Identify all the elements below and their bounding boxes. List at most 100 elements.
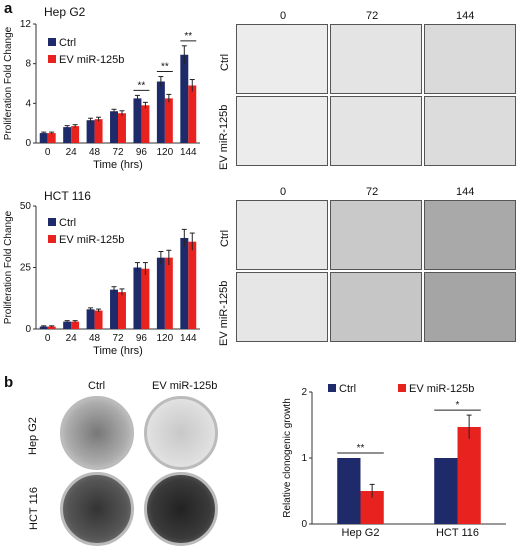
significance-mark: ** xyxy=(184,31,192,42)
bar-ctrl xyxy=(110,289,118,329)
time-label-144-b: 144 xyxy=(456,186,475,198)
x-tick-label: 48 xyxy=(89,333,101,344)
legend-label: Ctrl xyxy=(339,383,356,395)
y-tick-label: 50 xyxy=(20,201,32,212)
legend-swatch-ctrl xyxy=(48,38,56,46)
x-tick-label: 72 xyxy=(112,333,124,344)
bar-ev xyxy=(47,133,56,143)
bar-ev xyxy=(47,326,56,329)
bar-ctrl xyxy=(180,54,189,143)
microscopy-top: 0 72 144 Ctrl EV miR-125b xyxy=(212,10,518,170)
x-tick-label: 144 xyxy=(180,333,197,344)
time-label-72-b: 72 xyxy=(366,186,379,198)
bar-ev xyxy=(188,241,197,329)
bar-ctrl xyxy=(86,120,95,143)
chart-title: Hep G2 xyxy=(44,5,86,19)
plate-hepg2-ctrl xyxy=(60,396,134,470)
micrograph-hct116-ctrl-144 xyxy=(424,200,516,270)
colony-plates: Ctrl EV miR-125b Hep G2 HCT 116 xyxy=(20,378,240,548)
row-label-ev: EV miR-125b xyxy=(218,104,230,170)
time-label-0: 0 xyxy=(280,10,287,22)
micrograph-hepg2-ev-0 xyxy=(236,96,328,166)
micrograph-hepg2-ctrl-72 xyxy=(330,24,422,94)
y-tick-label: 25 xyxy=(20,263,32,274)
y-axis-label: Proliferation Fold Change xyxy=(3,210,14,324)
legend-label: EV miR-125b xyxy=(409,383,474,395)
bar-ev xyxy=(141,268,150,329)
bar-ctrl xyxy=(133,98,142,143)
legend-label: EV miR-125b xyxy=(59,234,124,246)
plate-hct116-ctrl xyxy=(60,472,134,546)
x-axis-label: Time (hrs) xyxy=(93,159,143,171)
micrograph-hct116-ctrl-0 xyxy=(236,200,328,270)
y-tick-label: 12 xyxy=(20,19,32,30)
row-label-ctrl-b: Ctrl xyxy=(219,229,231,247)
significance-mark: ** xyxy=(138,80,146,91)
y-tick-label: 0 xyxy=(25,138,31,149)
bar-ev xyxy=(360,491,384,524)
micrograph-hepg2-ctrl-0 xyxy=(236,24,328,94)
bar-ev xyxy=(94,119,103,143)
y-tick-label: 0 xyxy=(25,324,31,335)
x-tick-label: 120 xyxy=(157,147,174,158)
y-tick-label: 0 xyxy=(301,519,307,530)
micrograph-hct116-ev-72 xyxy=(330,272,422,342)
bar-ev xyxy=(164,257,173,329)
micrograph-hct116-ev-144 xyxy=(424,272,516,342)
row-label-ctrl: Ctrl xyxy=(219,53,231,71)
bar-ctrl xyxy=(86,309,95,329)
x-tick-label: 144 xyxy=(180,147,197,158)
y-axis-label: Relative clonogenic growth xyxy=(282,398,293,518)
legend-swatch-ev xyxy=(398,384,406,392)
bar-ctrl xyxy=(337,458,361,524)
panel-b-label: b xyxy=(4,374,14,391)
bar-ctrl xyxy=(180,237,189,329)
x-tick-label: 96 xyxy=(136,333,148,344)
x-tick-label: 72 xyxy=(112,147,124,158)
bar-ev xyxy=(118,292,126,329)
legend-swatch-ctrl xyxy=(48,218,56,226)
plate-col-ev: EV miR-125b xyxy=(152,380,218,392)
bar-ev xyxy=(94,310,103,329)
y-tick-label: 4 xyxy=(25,98,31,109)
bar-ev xyxy=(188,85,197,143)
x-tick-label: Hep G2 xyxy=(342,527,380,539)
row-label-ev-b: EV miR-125b xyxy=(218,280,230,346)
plate-row-hepg2: Hep G2 xyxy=(27,417,39,455)
legend-label: Ctrl xyxy=(59,37,76,49)
time-label-0-b: 0 xyxy=(280,186,287,198)
legend-label: EV miR-125b xyxy=(59,54,124,66)
bar-ev xyxy=(141,105,150,143)
micrograph-hepg2-ev-144 xyxy=(424,96,516,166)
bar-ev xyxy=(118,113,126,143)
bar-ctrl xyxy=(156,81,165,143)
bar-ctrl xyxy=(63,127,72,143)
y-tick-label: 8 xyxy=(25,59,31,70)
x-tick-label: 96 xyxy=(136,147,148,158)
x-tick-label: 0 xyxy=(45,333,51,344)
hct116-proliferation-chart: 0 25 50 0 24 48 72 96 120 144 HCT 116 Time (hrs) Pro… xyxy=(3,189,200,357)
micrograph-hct116-ctrl-72 xyxy=(330,200,422,270)
chart-title: HCT 116 xyxy=(44,189,91,203)
bar-ctrl xyxy=(156,257,165,329)
x-tick-label: 48 xyxy=(89,147,101,158)
x-tick-label: 0 xyxy=(45,147,51,158)
significance-mark: ** xyxy=(357,443,365,454)
x-tick-label: HCT 116 xyxy=(436,527,479,539)
legend-label: Ctrl xyxy=(59,217,76,229)
panel-a-label: a xyxy=(4,0,13,17)
plate-hct116-ev xyxy=(144,472,218,546)
bar-ev xyxy=(457,426,481,524)
bar-ctrl xyxy=(39,326,48,329)
plate-col-ctrl: Ctrl xyxy=(88,380,106,392)
legend-swatch-ctrl xyxy=(328,384,336,392)
bar-ev xyxy=(71,321,80,329)
y-axis-label: Proliferation Fold Change xyxy=(3,26,14,140)
bar-ctrl xyxy=(110,111,118,143)
x-tick-label: 120 xyxy=(157,333,174,344)
legend-swatch-ev xyxy=(48,55,56,63)
x-tick-label: 24 xyxy=(66,333,78,344)
micrograph-hepg2-ev-72 xyxy=(330,96,422,166)
